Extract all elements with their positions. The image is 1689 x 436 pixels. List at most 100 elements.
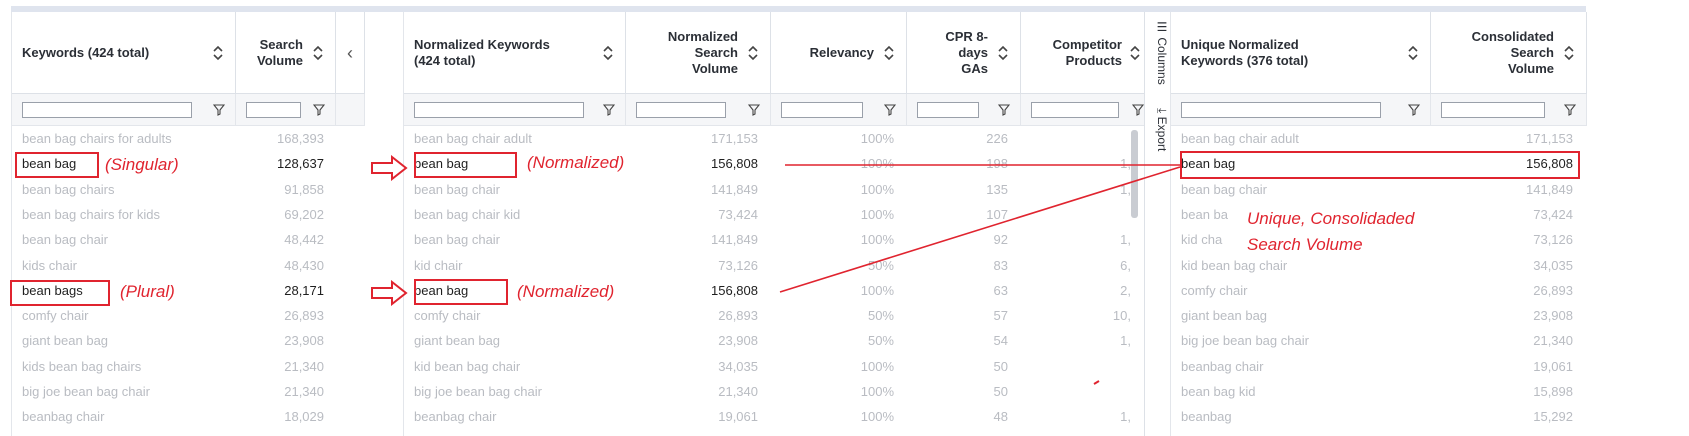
filter-input-normalized-keywords[interactable] xyxy=(414,102,584,118)
header-keywords[interactable]: Keywords (424 total) xyxy=(12,12,236,94)
table-row[interactable]: bean bag chair 141,849 xyxy=(1171,177,1587,202)
table-row[interactable]: kid cha 73,126 xyxy=(1171,227,1587,252)
annotation-unique: Unique, Consolidaded Search Volume xyxy=(1247,206,1414,258)
table-row[interactable]: big joe bean bag chair 21,340 100% 50 xyxy=(404,379,1145,404)
table-row[interactable]: bean bag chair 48,442 xyxy=(12,227,365,252)
sort-icon[interactable] xyxy=(603,45,613,61)
filter-input-search-volume[interactable] xyxy=(246,102,301,118)
sort-icon[interactable] xyxy=(998,45,1008,61)
filter-icon[interactable] xyxy=(313,104,325,116)
table-row[interactable]: bean bag chairs for adults 168,393 xyxy=(12,126,365,151)
header-competitor-products[interactable]: Competitor Products xyxy=(1021,12,1145,94)
sort-icon[interactable] xyxy=(213,45,223,61)
sort-icon[interactable] xyxy=(748,45,758,61)
keywords-grid: Keywords (424 total) Search Volume ‹ bean… xyxy=(11,12,365,436)
normalized-keyword-cell: bean bag chair kid xyxy=(414,206,521,222)
sort-icon[interactable] xyxy=(884,45,894,61)
table-row[interactable]: beanbag chair 19,061 xyxy=(1171,354,1587,379)
header-relevancy[interactable]: Relevancy xyxy=(771,12,907,94)
filter-input-keywords[interactable] xyxy=(22,102,192,118)
filter-input-unique[interactable] xyxy=(1181,102,1381,118)
header-search-volume[interactable]: Search Volume xyxy=(236,12,336,94)
header-consolidated-volume[interactable]: Consolidated Search Volume xyxy=(1431,12,1587,94)
consolidated-volume-cell: 15,292 xyxy=(1533,409,1573,425)
table-row[interactable]: bean bag chair 141,849 100% 135 1, xyxy=(404,177,1145,202)
sort-icon[interactable] xyxy=(1130,45,1140,61)
table-row[interactable]: comfy chair 26,893 50% 57 10, xyxy=(404,303,1145,328)
table-row[interactable]: bean bag chairs for kids 69,202 xyxy=(12,202,365,227)
table-row[interactable]: kids chair 48,430 xyxy=(12,253,365,278)
filter-icon[interactable] xyxy=(748,104,760,116)
table-row[interactable]: bean bag chair kid 73,424 100% 107 xyxy=(404,202,1145,227)
columns-tab[interactable]: ☰ Columns xyxy=(1147,20,1169,85)
table-row[interactable]: bean bag 128,637 xyxy=(12,151,365,176)
table-row[interactable]: bean bag chair adult 171,153 100% 226 xyxy=(404,126,1145,151)
table-row[interactable]: giant bean bag 23,908 xyxy=(12,328,365,353)
unique-keyword-cell: bean ba xyxy=(1181,206,1228,222)
annotation-normalized-2: (Normalized) xyxy=(517,282,615,301)
arrow-right-icon xyxy=(371,280,408,306)
header-normalized-search-volume[interactable]: Normalized Search Volume xyxy=(626,12,771,94)
table-row[interactable]: bean bags 28,171 xyxy=(12,278,365,303)
table-row[interactable]: comfy chair 26,893 xyxy=(12,303,365,328)
sort-icon[interactable] xyxy=(1564,45,1574,61)
cpr-cell: 54 xyxy=(993,333,1008,349)
filter-input-cpr[interactable] xyxy=(917,102,979,118)
table-row[interactable]: bean bag chair adult 171,153 xyxy=(1171,126,1587,151)
table-row[interactable]: big joe bean bag chair 21,340 xyxy=(1171,328,1587,353)
table-row[interactable]: kid bean bag chair 34,035 100% 50 xyxy=(404,354,1145,379)
table-row[interactable]: comfy chair 26,893 xyxy=(1171,278,1587,303)
columns-tab-label: Columns xyxy=(1155,37,1169,85)
table-row[interactable]: giant bean bag 23,908 50% 54 1, xyxy=(404,328,1145,353)
sort-icon[interactable] xyxy=(1408,45,1418,61)
header-cpr[interactable]: CPR 8- days GAs xyxy=(907,12,1021,94)
header-keywords-label: Keywords (424 total) xyxy=(22,45,150,60)
filter-icon[interactable] xyxy=(213,104,225,116)
header-unique-keywords[interactable]: Unique Normalized Keywords (376 total) xyxy=(1171,12,1431,94)
table-row[interactable]: beanbag chair 19,061 100% 48 1, xyxy=(404,404,1145,429)
table-row[interactable]: beanbag chair 18,029 xyxy=(12,404,365,429)
vertical-scrollbar-thumb[interactable] xyxy=(1131,130,1138,218)
table-row[interactable]: bean bag 156,808 xyxy=(1171,151,1587,176)
normalized-volume-cell: 171,153 xyxy=(711,131,758,146)
table-row[interactable]: big joe bean bag chair 21,340 xyxy=(12,379,365,404)
table-row[interactable]: bean bag chairs 91,858 xyxy=(12,177,365,202)
relevancy-cell: 50% xyxy=(867,257,894,273)
filter-icon[interactable] xyxy=(884,104,896,116)
table-row[interactable]: kids bean bag chairs 21,340 xyxy=(12,354,365,379)
table-row[interactable]: giant bean bag 23,908 xyxy=(1171,303,1587,328)
header-normalized-keywords[interactable]: Normalized Keywords (424 total) xyxy=(404,12,626,94)
table-row[interactable]: bean bag kid 15,898 xyxy=(1171,379,1587,404)
table-row[interactable]: kid bean bag chair 34,035 xyxy=(1171,253,1587,278)
connector-line-plural xyxy=(779,166,1181,293)
header-relevancy-label: Relevancy xyxy=(809,45,874,60)
filter-input-relevancy[interactable] xyxy=(781,102,863,118)
filter-icon[interactable] xyxy=(1408,104,1420,116)
table-row[interactable]: beanbag 15,292 xyxy=(1171,404,1587,429)
relevancy-cell: 100% xyxy=(860,156,894,172)
relevancy-cell: 100% xyxy=(860,358,894,374)
table-row[interactable]: bean bag 156,808 100% 198 1, xyxy=(404,151,1145,176)
filter-icon[interactable] xyxy=(603,104,615,116)
consolidated-volume-cell: 34,035 xyxy=(1533,257,1573,273)
consolidated-volume-cell: 21,340 xyxy=(1533,333,1573,349)
filter-input-consolidated[interactable] xyxy=(1441,102,1545,118)
consolidated-volume-cell: 73,424 xyxy=(1533,206,1573,222)
normalized-keyword-cell: bean bag chair xyxy=(414,181,501,197)
table-row[interactable]: kid chair 73,126 50% 83 6, xyxy=(404,253,1145,278)
filter-icon[interactable] xyxy=(998,104,1010,116)
keyword-cell: bean bag chairs xyxy=(22,181,115,197)
filter-row-unique xyxy=(1171,94,1431,126)
collapse-panel-button[interactable]: ‹ xyxy=(336,12,365,94)
filter-icon[interactable] xyxy=(1132,104,1144,116)
sort-icon[interactable] xyxy=(313,45,323,61)
table-row[interactable]: bean bag chair 141,849 100% 92 1, xyxy=(404,227,1145,252)
filter-icon[interactable] xyxy=(1564,104,1576,116)
table-row[interactable]: bean ba 73,424 xyxy=(1171,202,1587,227)
filter-input-nsv[interactable] xyxy=(636,102,726,118)
export-tab[interactable]: ⤓ Export xyxy=(1147,108,1169,151)
table-row[interactable]: bean bag 156,808 100% 63 2, xyxy=(404,278,1145,303)
filter-input-competitor[interactable] xyxy=(1031,102,1119,118)
header-search-volume-line2: Volume xyxy=(257,53,303,68)
cpr-cell: 92 xyxy=(993,232,1008,248)
